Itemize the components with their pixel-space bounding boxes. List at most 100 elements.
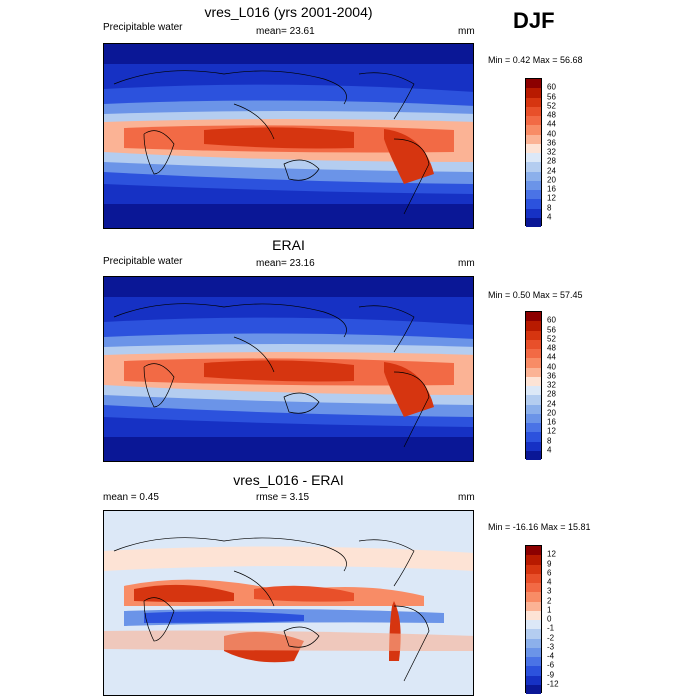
colorbar-tick-label: 56 (547, 92, 556, 101)
panel1-field (104, 44, 473, 228)
colorbar-tick-label: 40 (547, 362, 556, 371)
colorbar-swatch (526, 666, 541, 676)
colorbar-tick-label: 8 (547, 203, 552, 212)
colorbar-swatch (526, 134, 541, 144)
colorbar-tick-label: 16 (547, 417, 556, 427)
colorbar-tick-label: 12 (547, 549, 556, 559)
colorbar-tick-label: 44 (547, 352, 556, 362)
panel2-minmax: Min = 0.50 Max = 57.45 (488, 290, 583, 300)
colorbar-swatch (526, 97, 541, 107)
colorbar-tick-label: 52 (547, 101, 556, 111)
colorbar-tick-label: -4 (547, 651, 555, 661)
colorbar-swatch (526, 199, 541, 209)
panel3-map (103, 510, 474, 696)
colorbar-swatch (526, 610, 541, 620)
panel3-field (104, 511, 473, 695)
colorbar-swatch (526, 180, 541, 190)
colorbar-swatch (526, 217, 541, 227)
colorbar-tick-label: 52 (547, 334, 556, 344)
colorbar-swatch (526, 143, 541, 153)
panel1-left-label: Precipitable water (103, 22, 183, 33)
colorbar-swatch (526, 349, 541, 359)
colorbar-swatch (526, 395, 541, 405)
colorbar-swatch (526, 657, 541, 667)
colorbar-tick-label: 60 (547, 315, 556, 325)
colorbar-swatch (526, 432, 541, 442)
colorbar-tick-label: -9 (547, 670, 555, 679)
colorbar-tick-label: 32 (547, 147, 556, 157)
colorbar-tick-label: 4 (547, 212, 552, 222)
colorbar-swatch (526, 367, 541, 377)
colorbar-tick-label: 3 (547, 586, 552, 596)
panel1-minmax: Min = 0.42 Max = 56.68 (488, 55, 583, 65)
colorbar-swatch (526, 675, 541, 685)
colorbar-swatch (526, 684, 541, 694)
colorbar-swatch (526, 573, 541, 583)
colorbar-swatch (526, 423, 541, 433)
colorbar-swatch (526, 376, 541, 386)
colorbar-swatch (526, 620, 541, 630)
panel2-units: mm (458, 258, 475, 269)
colorbar-tick-label: 40 (547, 129, 556, 138)
panel3-units: mm (458, 492, 475, 503)
colorbar-swatch (526, 413, 541, 423)
colorbar-swatch (526, 190, 541, 200)
colorbar-tick-label: 16 (547, 184, 556, 194)
colorbar-swatch (526, 404, 541, 414)
colorbar-tick-label: -1 (547, 623, 555, 633)
colorbar-tick-label: 48 (547, 343, 556, 353)
colorbar-swatch (526, 583, 541, 593)
colorbar-swatch (526, 330, 541, 340)
colorbar-tick-label: 20 (547, 175, 556, 185)
colorbar-swatch (526, 638, 541, 648)
colorbar-swatch (526, 339, 541, 349)
colorbar-tick-label: 36 (547, 371, 556, 381)
panel1-map (103, 43, 474, 229)
colorbar-swatch (526, 441, 541, 451)
colorbar-swatch (526, 125, 541, 135)
colorbar-tick-label: 28 (547, 389, 556, 399)
colorbar-tick-label: 20 (547, 408, 556, 418)
colorbar-tick-label: -2 (547, 633, 555, 642)
colorbar-swatch (526, 312, 541, 322)
panel2-title: ERAI (272, 237, 305, 253)
colorbar-tick-label: -3 (547, 642, 555, 652)
colorbar-swatch (526, 358, 541, 368)
colorbar-tick-label: 2 (547, 596, 552, 605)
panel3-title: vres_L016 - ERAI (233, 472, 344, 488)
colorbar-tick-label: 60 (547, 82, 556, 92)
panel2-field (104, 277, 473, 461)
colorbar-swatch (526, 564, 541, 574)
colorbar-tick-label: 36 (547, 138, 556, 148)
colorbar-swatch (526, 386, 541, 396)
panel2-left-label: Precipitable water (103, 256, 183, 267)
colorbar-tick-label: -6 (547, 660, 555, 670)
panel1-colorbar (525, 78, 542, 227)
colorbar-swatch (526, 555, 541, 565)
colorbar-tick-label: 12 (547, 193, 556, 203)
colorbar-tick-label: 12 (547, 426, 556, 436)
colorbar-swatch (526, 601, 541, 611)
colorbar-swatch (526, 162, 541, 172)
colorbar-swatch (526, 88, 541, 98)
panel2-mean: mean= 23.16 (256, 258, 315, 269)
panel1-mean: mean= 23.61 (256, 26, 315, 37)
colorbar-swatch (526, 647, 541, 657)
colorbar-swatch (526, 629, 541, 639)
panel3-minmax: Min = -16.16 Max = 15.81 (488, 522, 591, 532)
colorbar-swatch (526, 450, 541, 460)
colorbar-tick-label: -12 (547, 679, 559, 689)
colorbar-tick-label: 4 (547, 577, 552, 587)
colorbar-swatch (526, 116, 541, 126)
colorbar-swatch (526, 171, 541, 181)
colorbar-swatch (526, 106, 541, 116)
colorbar-swatch (526, 592, 541, 602)
panel1-units: mm (458, 26, 475, 37)
colorbar-tick-label: 24 (547, 399, 556, 408)
colorbar-tick-label: 8 (547, 436, 552, 445)
colorbar-tick-label: 6 (547, 568, 552, 578)
season-label: DJF (513, 8, 555, 33)
panel3-rmse: rmse = 3.15 (256, 492, 310, 503)
colorbar-tick-label: 9 (547, 559, 552, 568)
colorbar-swatch (526, 546, 541, 556)
